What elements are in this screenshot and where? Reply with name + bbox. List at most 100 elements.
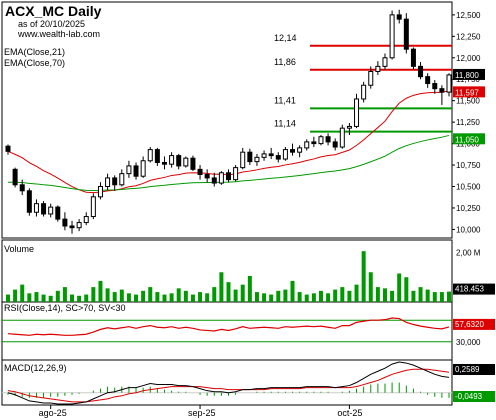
volume-bar: [141, 290, 146, 302]
candle-body: [183, 157, 189, 167]
volume-bar: [354, 284, 359, 302]
price-badges: 11,800 11,597 11,050: [453, 68, 485, 145]
candle: [325, 133, 331, 146]
candle-body: [425, 76, 431, 85]
candle-body: [5, 145, 11, 152]
candle: [90, 193, 96, 220]
volume-bar: [297, 292, 302, 302]
price-badge-label: 11,800: [455, 71, 479, 80]
candle: [133, 162, 139, 180]
volume-bar: [119, 289, 124, 302]
candle-body: [268, 153, 274, 157]
candle: [211, 172, 217, 187]
volume-bar: [126, 293, 131, 302]
volume-bar: [13, 289, 18, 302]
candle: [19, 179, 25, 196]
candle-body: [282, 149, 288, 160]
volume-bar: [212, 287, 217, 302]
rsi-tick-label: 30,000: [456, 338, 481, 347]
candle-body: [240, 151, 246, 169]
candle-body: [147, 149, 153, 162]
candle: [183, 156, 189, 168]
price-tick-label: 11,250: [456, 118, 480, 127]
candle: [332, 138, 338, 151]
chart-title: ACX_MC Daily: [5, 3, 102, 19]
volume-bar: [404, 277, 409, 302]
candle: [197, 165, 203, 180]
candle: [318, 135, 324, 146]
candle: [176, 153, 182, 170]
candle: [311, 136, 317, 148]
volume-bar: [347, 290, 352, 302]
volume-bar: [233, 289, 238, 302]
volume-bar: [190, 294, 195, 302]
volume-bar: [77, 295, 82, 302]
volume-bar: [269, 294, 274, 302]
macd-signal-line: [7, 368, 450, 403]
candle-body: [62, 218, 68, 227]
candle-body: [318, 136, 324, 145]
candle: [41, 201, 47, 217]
candle: [218, 171, 224, 185]
candle: [375, 61, 381, 75]
candle: [48, 203, 54, 218]
volume-bar: [34, 292, 39, 302]
volume-bar: [162, 294, 167, 302]
price-badge: [453, 86, 485, 98]
candle-body: [197, 168, 203, 175]
macd-top-label: 0,2589: [455, 365, 480, 374]
volume-bar: [276, 290, 281, 302]
volume-bar: [169, 293, 174, 302]
candle: [425, 73, 431, 88]
price-tick-label: 10,750: [456, 161, 481, 170]
rsi-line: [7, 317, 450, 336]
volume-bar: [375, 287, 380, 302]
volume-bar: [91, 287, 96, 302]
volume-bar: [226, 282, 231, 302]
candle-body: [55, 206, 61, 220]
candlesticks: [5, 9, 452, 234]
volume-bar: [340, 287, 345, 302]
volume-bar: [112, 292, 117, 302]
candle-body: [403, 18, 409, 50]
macd-top-badge: [453, 364, 495, 375]
candle-body: [211, 177, 217, 184]
candle-body: [339, 127, 345, 148]
candle-body: [126, 165, 132, 175]
candle: [97, 182, 103, 200]
candle-body: [446, 74, 452, 93]
candle: [297, 145, 303, 158]
volume-bar: [84, 294, 89, 302]
volume-bar: [219, 272, 224, 302]
level-label: 11,86: [274, 57, 296, 67]
rsi-indicator: [2, 317, 452, 343]
candle: [62, 212, 68, 231]
volume-bar: [155, 292, 160, 302]
candle-body: [154, 149, 160, 163]
volume-bar: [205, 293, 210, 302]
candle: [382, 53, 388, 70]
candle: [169, 152, 175, 168]
candle: [410, 47, 416, 70]
level-label: 12,14: [274, 33, 297, 43]
candle: [268, 147, 274, 160]
candle-body: [346, 125, 352, 129]
rsi-label: RSI(Close,14), SC>70, SV<30: [4, 303, 126, 313]
candle-body: [290, 149, 296, 153]
candle-body: [90, 196, 96, 218]
volume-bar: [254, 292, 259, 302]
candle-body: [275, 155, 281, 160]
price-tick-label: 10,000: [456, 225, 481, 234]
volume-bar: [382, 288, 387, 302]
volume-bar: [390, 290, 395, 302]
volume-bar: [70, 294, 75, 302]
chart-site: www.wealth-lab.com: [17, 29, 100, 39]
candle: [261, 150, 267, 161]
candle: [368, 66, 374, 89]
price-badge-label: 11,597: [455, 88, 479, 97]
volume-bar: [262, 293, 267, 302]
candle: [354, 93, 360, 129]
volume-bar: [333, 289, 338, 302]
candle-body: [375, 65, 381, 73]
